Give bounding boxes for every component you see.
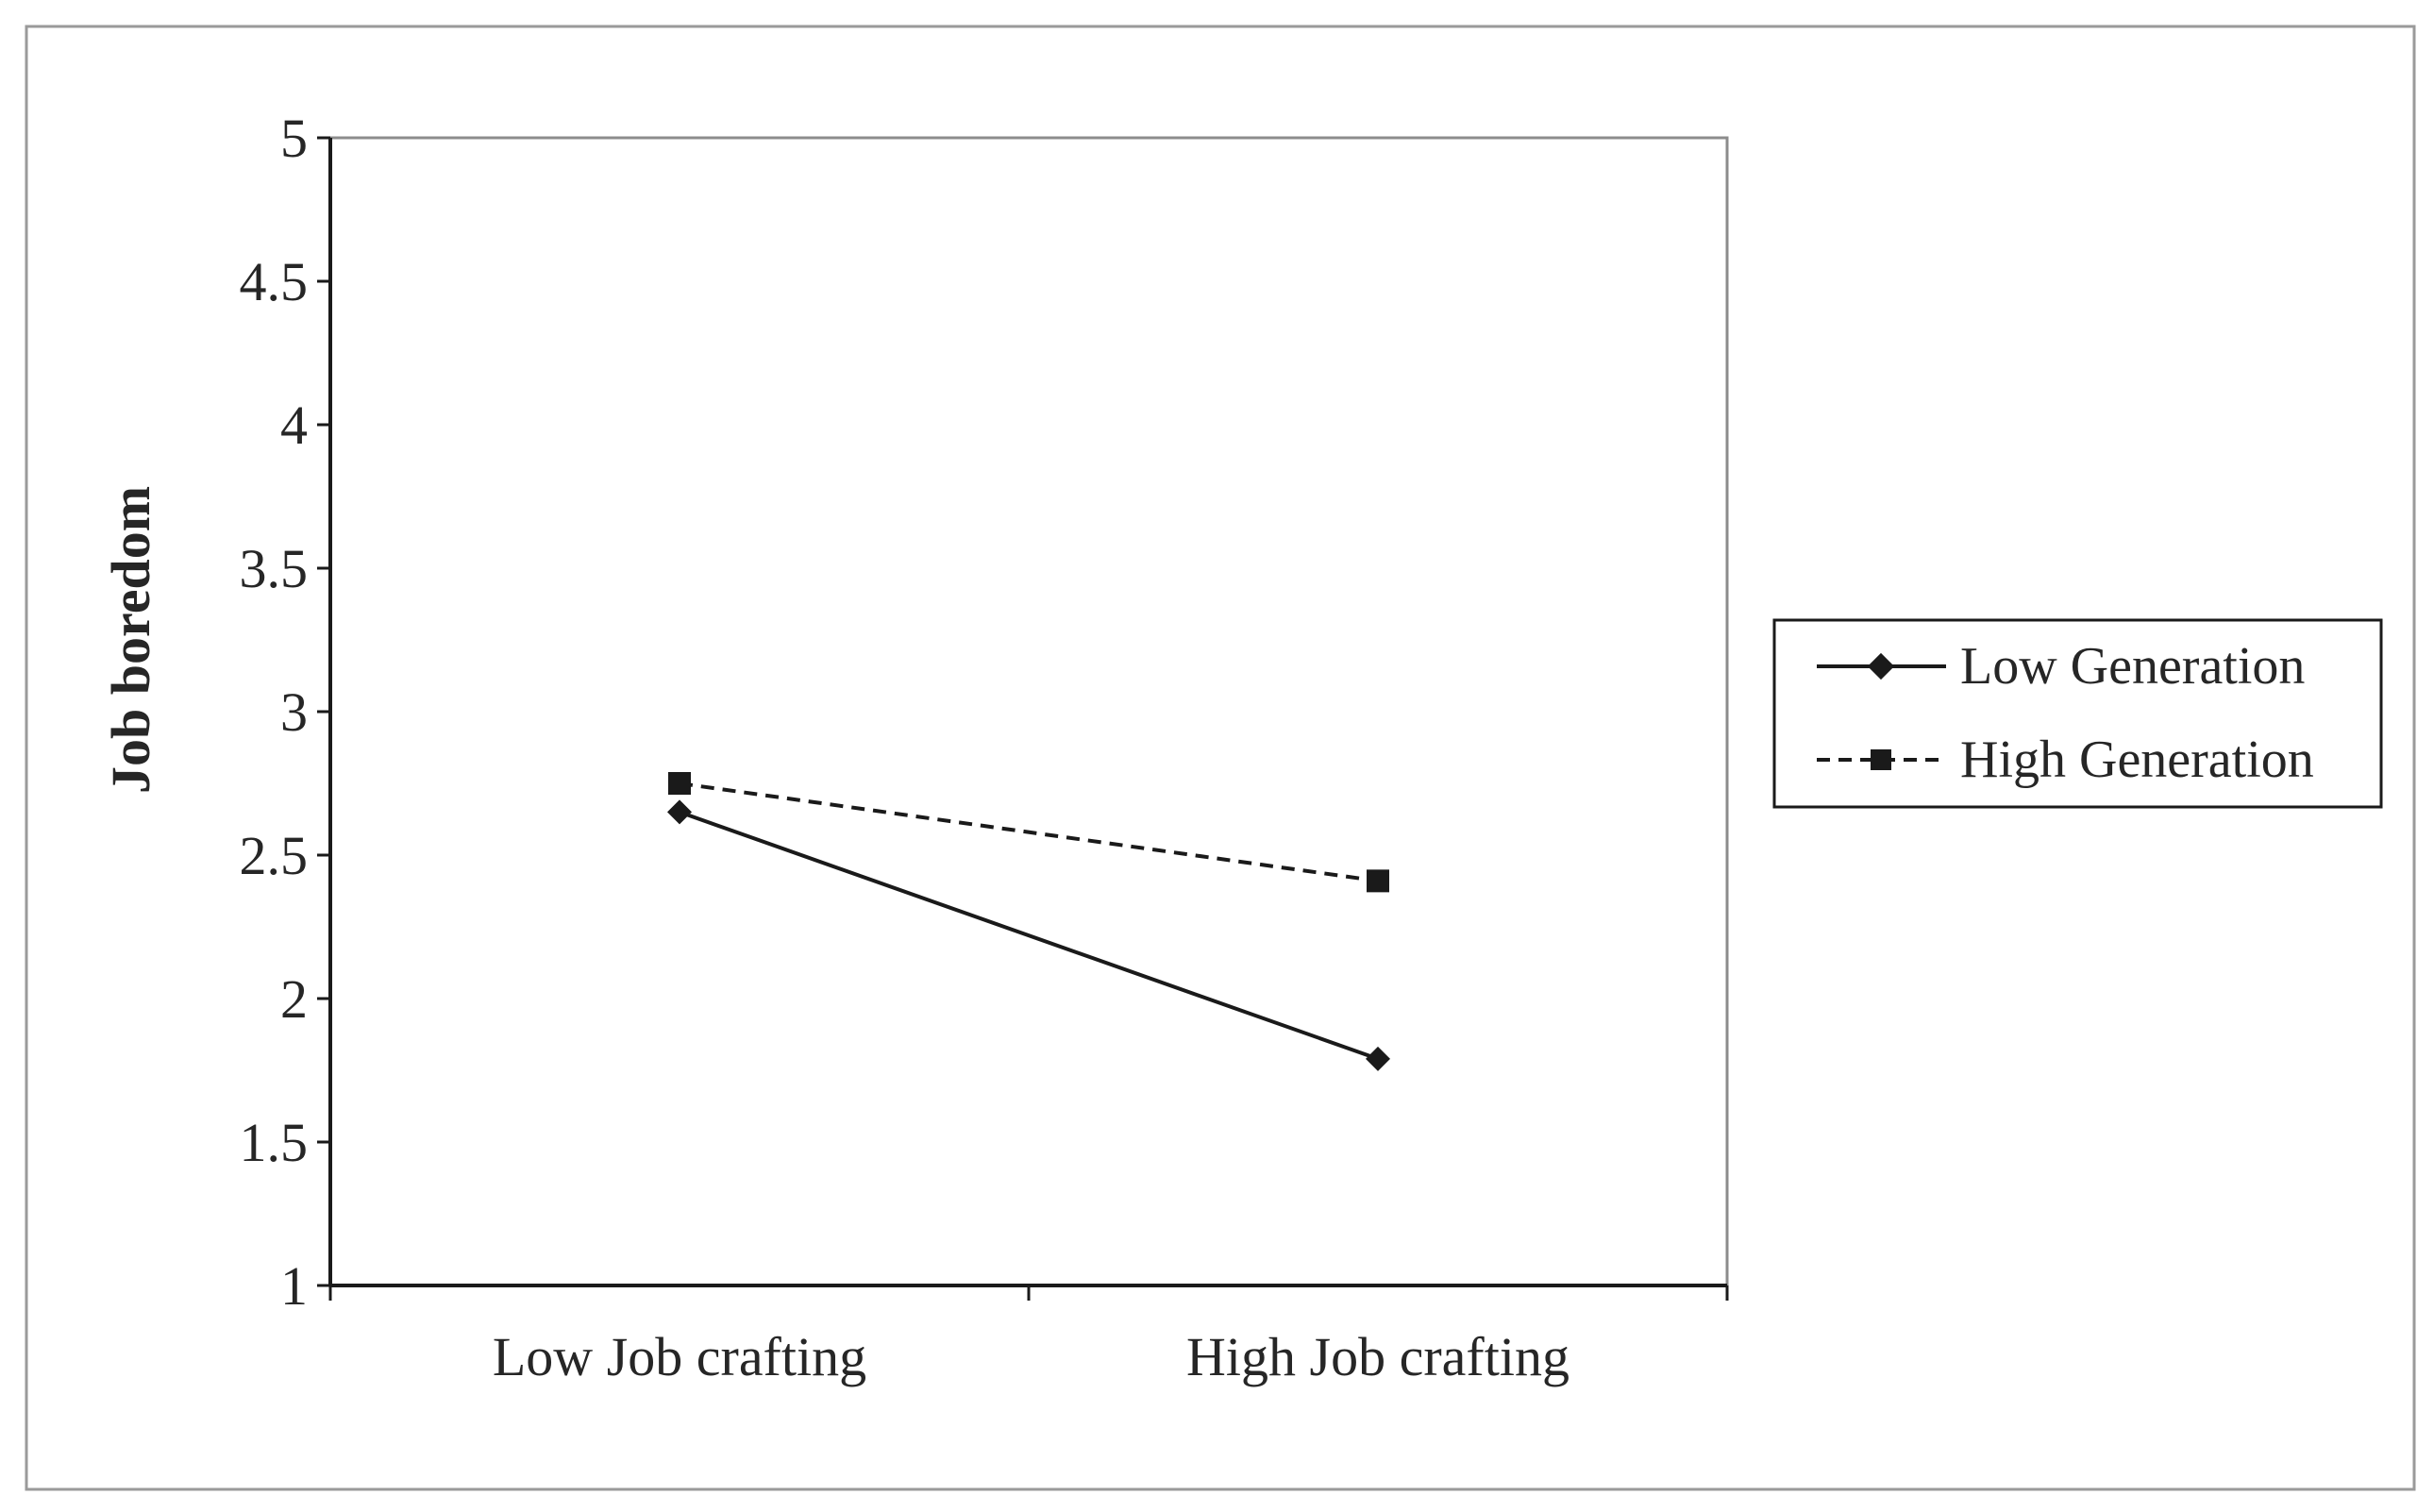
legend-label-high-generation: High Generation — [1960, 731, 2314, 789]
x-tick-label: Low Job crafting — [493, 1326, 866, 1387]
y-tick-label: 1 — [280, 1255, 308, 1317]
series-layer — [667, 772, 1390, 1071]
series-line-high-generation — [679, 781, 1379, 883]
legend-marker-high-generation-square — [1871, 749, 1891, 770]
y-tick-label: 5 — [280, 108, 308, 169]
y-tick-label: 3 — [280, 681, 308, 743]
y-axis-title: Job boredom — [100, 486, 161, 794]
data-point-low-generation-0 — [667, 799, 692, 825]
data-point-low-generation-1 — [1366, 1046, 1390, 1071]
x-ticks: Low Job crafting High Job crafting — [328, 1285, 1729, 1387]
y-tick-label: 1.5 — [240, 1112, 309, 1173]
legend-label-low-generation: Low Generation — [1960, 637, 2305, 696]
y-tick-label: 2 — [280, 968, 308, 1030]
plot-area — [328, 136, 1729, 1287]
data-point-high-generation-1 — [1367, 869, 1389, 893]
y-tick-label: 3.5 — [240, 538, 309, 599]
legend: Low Generation High Generation — [1772, 618, 2383, 809]
y-tick-label: 4.5 — [240, 251, 309, 312]
y-tick-label: 4 — [280, 395, 308, 456]
series-line-low-generation — [679, 810, 1379, 1061]
legend-box — [1772, 618, 2383, 809]
data-point-high-generation-0 — [668, 772, 691, 795]
x-tick-label: High Job crafting — [1186, 1326, 1570, 1387]
legend-marker-low-generation-diamond — [1867, 652, 1895, 680]
y-ticks: 1 1.5 2 2.5 3 3.5 4 4.5 5 — [240, 108, 330, 1317]
y-tick-label: 2.5 — [240, 825, 309, 886]
